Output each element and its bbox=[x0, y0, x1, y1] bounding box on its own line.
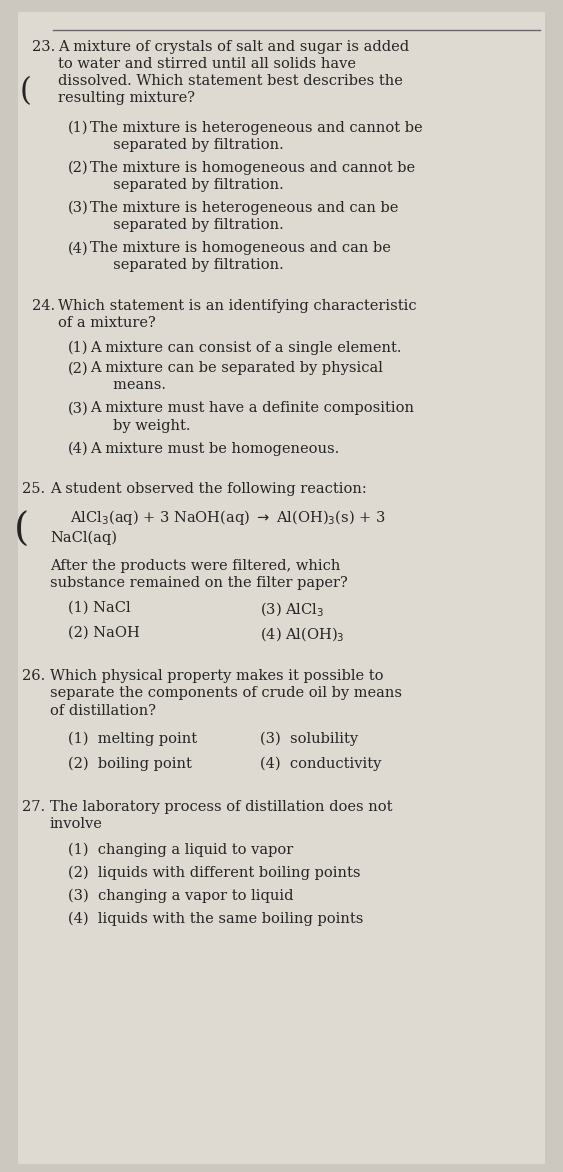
Text: NaCl(aq): NaCl(aq) bbox=[50, 531, 117, 545]
Text: A mixture must be homogeneous.: A mixture must be homogeneous. bbox=[90, 442, 339, 456]
Text: 24.: 24. bbox=[32, 299, 55, 313]
Text: A mixture can be separated by physical
     means.: A mixture can be separated by physical m… bbox=[90, 361, 383, 393]
Text: A student observed the following reaction:: A student observed the following reactio… bbox=[50, 482, 367, 496]
Text: (3) AlCl$_3$: (3) AlCl$_3$ bbox=[260, 601, 324, 619]
Text: The mixture is homogeneous and cannot be
     separated by filtration.: The mixture is homogeneous and cannot be… bbox=[90, 161, 415, 192]
Text: (4)  liquids with the same boiling points: (4) liquids with the same boiling points bbox=[68, 912, 363, 926]
FancyBboxPatch shape bbox=[18, 12, 545, 1164]
Text: (2): (2) bbox=[68, 161, 88, 175]
Text: (1) NaCl: (1) NaCl bbox=[68, 601, 131, 615]
Text: (1): (1) bbox=[68, 121, 88, 135]
Text: (2)  boiling point: (2) boiling point bbox=[68, 757, 192, 771]
Text: (2): (2) bbox=[68, 361, 88, 375]
Text: (4) Al(OH)$_3$: (4) Al(OH)$_3$ bbox=[260, 626, 345, 645]
Text: (1): (1) bbox=[68, 341, 88, 355]
Text: AlCl$_3$(aq) + 3 NaOH(aq) $\rightarrow$ Al(OH)$_3$(s) + 3: AlCl$_3$(aq) + 3 NaOH(aq) $\rightarrow$ … bbox=[70, 509, 386, 527]
Text: The mixture is heterogeneous and can be
     separated by filtration.: The mixture is heterogeneous and can be … bbox=[90, 202, 399, 232]
Text: (3): (3) bbox=[68, 202, 89, 216]
Text: 23.: 23. bbox=[32, 40, 55, 54]
Text: The mixture is homogeneous and can be
     separated by filtration.: The mixture is homogeneous and can be se… bbox=[90, 241, 391, 272]
Text: (2)  liquids with different boiling points: (2) liquids with different boiling point… bbox=[68, 866, 360, 880]
Text: Which statement is an identifying characteristic
of a mixture?: Which statement is an identifying charac… bbox=[58, 299, 417, 329]
Text: A mixture must have a definite composition
     by weight.: A mixture must have a definite compositi… bbox=[90, 402, 414, 432]
Text: (1)  changing a liquid to vapor: (1) changing a liquid to vapor bbox=[68, 843, 293, 857]
Text: (2) NaOH: (2) NaOH bbox=[68, 626, 140, 640]
Text: Which physical property makes it possible to
separate the components of crude oi: Which physical property makes it possibl… bbox=[50, 669, 402, 717]
Text: (3)  solubility: (3) solubility bbox=[260, 731, 358, 747]
Text: A mixture can consist of a single element.: A mixture can consist of a single elemen… bbox=[90, 341, 401, 355]
Text: (4)  conductivity: (4) conductivity bbox=[260, 757, 381, 771]
Text: 27.: 27. bbox=[22, 800, 45, 815]
Text: 25.: 25. bbox=[22, 482, 45, 496]
Text: The mixture is heterogeneous and cannot be
     separated by filtration.: The mixture is heterogeneous and cannot … bbox=[90, 121, 423, 151]
Text: (4): (4) bbox=[68, 241, 88, 255]
Text: 26.: 26. bbox=[22, 669, 45, 683]
Text: After the products were filtered, which
substance remained on the filter paper?: After the products were filtered, which … bbox=[50, 559, 348, 590]
Text: (: ( bbox=[20, 76, 32, 108]
Text: (1)  melting point: (1) melting point bbox=[68, 731, 197, 747]
Text: The laboratory process of distillation does not
involve: The laboratory process of distillation d… bbox=[50, 800, 392, 831]
Text: (3): (3) bbox=[68, 402, 89, 416]
Text: (: ( bbox=[14, 512, 29, 550]
Text: A mixture of crystals of salt and sugar is added
to water and stirred until all : A mixture of crystals of salt and sugar … bbox=[58, 40, 409, 105]
Text: (4): (4) bbox=[68, 442, 88, 456]
Text: (3)  changing a vapor to liquid: (3) changing a vapor to liquid bbox=[68, 888, 293, 904]
